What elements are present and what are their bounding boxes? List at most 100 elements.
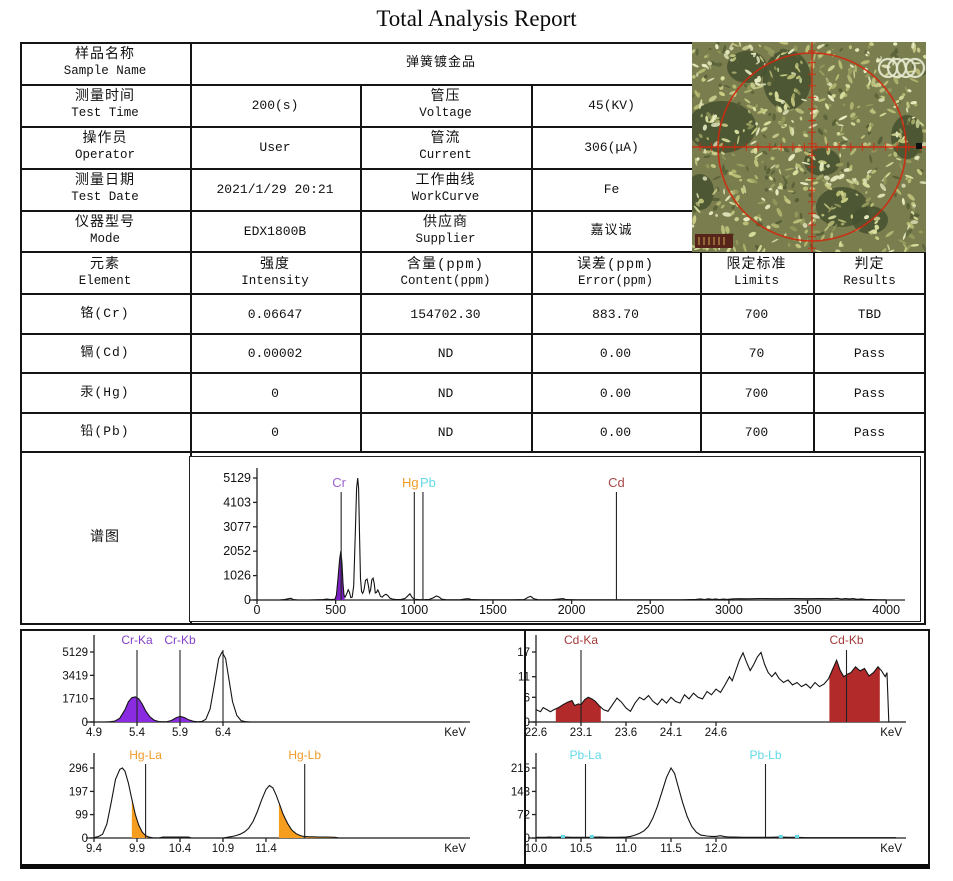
axis-unit-label: KeV: [444, 727, 466, 739]
svg-text:5.4: 5.4: [129, 727, 146, 739]
grid-line: [813, 252, 815, 452]
svg-text:3000: 3000: [715, 603, 743, 617]
spectrum-curve: [536, 766, 896, 839]
element-cell: 0: [271, 385, 279, 401]
element-header-error: 误差(ppm) Error(ppm): [576, 256, 654, 289]
svg-text:0: 0: [82, 833, 88, 845]
element-peak-charts: 4.9 5.4 5.9 6.4 0 1710 3419 5129 KeV Cr-Ka Cr-Kb 22…: [62, 631, 906, 864]
grid-line: [20, 210, 692, 212]
baseline-dot: [589, 835, 594, 838]
marker-label: Pb-La: [569, 748, 601, 762]
grid-line: [20, 412, 926, 414]
marker-label: Hg: [402, 475, 419, 490]
peak-fill: [555, 697, 601, 722]
marker-label: Cd-Ka: [564, 633, 598, 647]
peak-fill: [131, 799, 148, 838]
svg-text:9.9: 9.9: [129, 843, 145, 855]
element-header-limits: 限定标准 Limits: [726, 256, 787, 289]
svg-text:23.1: 23.1: [570, 727, 592, 739]
marker-label: Cd: [608, 475, 625, 490]
marker-label: Cr-Kb: [164, 633, 196, 647]
spectrum-curve: [257, 477, 887, 601]
grid-line: [20, 251, 926, 253]
svg-text:11.0: 11.0: [615, 843, 637, 855]
marker-label: Cr-Ka: [121, 633, 153, 647]
element-header-element: 元素 Element: [78, 256, 132, 289]
element-cell: ND: [437, 424, 454, 440]
spectrum-section-label: 谱图: [90, 529, 120, 546]
spectrum-curve: [93, 767, 464, 839]
svg-text:5.9: 5.9: [172, 727, 188, 739]
peak-fill: [98, 696, 201, 722]
svg-text:2052: 2052: [223, 544, 251, 558]
marker-label: Hg-La: [129, 748, 162, 762]
svg-text:0: 0: [524, 717, 530, 729]
svg-text:0: 0: [82, 717, 88, 729]
element-header-intensity: 强度 Intensity: [241, 256, 309, 289]
svg-text:4.9: 4.9: [86, 727, 102, 739]
grid-line: [20, 126, 692, 128]
peak-fill: [278, 802, 303, 838]
svg-text:10.0: 10.0: [525, 843, 547, 855]
info-value-mode: EDX1800B: [243, 223, 307, 239]
info-label-test-time: 测量时间 Test Time: [71, 88, 139, 121]
info-label-test-date: 测量日期 Test Date: [71, 172, 139, 205]
grid-line: [190, 42, 192, 625]
svg-text:0: 0: [524, 833, 530, 845]
element-cell: Pass: [853, 385, 886, 401]
baseline-dot: [561, 835, 565, 838]
element-header-content: 含量(ppm) Content(ppm): [400, 256, 491, 289]
grid-line: [20, 168, 692, 170]
info-value-operator: User: [259, 139, 291, 155]
svg-text:1500: 1500: [479, 603, 507, 617]
svg-text:5129: 5129: [62, 647, 88, 659]
element-header-results: 判定 Results: [843, 256, 896, 289]
info-value-workcurve: Fe: [603, 181, 620, 197]
element-cell: 0.06647: [247, 306, 303, 322]
svg-text:3419: 3419: [62, 670, 88, 682]
element-cell: TBD: [857, 306, 882, 322]
spring-coil: [904, 57, 926, 79]
svg-text:215: 215: [511, 763, 530, 775]
info-value-test-time: 200(s): [251, 97, 299, 113]
grid-line: [531, 84, 533, 452]
svg-text:1026: 1026: [223, 569, 251, 583]
spring-coil: [895, 57, 917, 79]
svg-text:72: 72: [517, 810, 530, 822]
baseline-dot: [778, 835, 783, 838]
element-cell: 0.00002: [247, 346, 303, 361]
element-cell: 汞(Hg): [80, 384, 130, 400]
element-cell: 0.00: [599, 385, 632, 401]
marker-label: Hg-Lb: [288, 748, 321, 762]
peak-fill: [829, 660, 880, 722]
info-label-current: 管流 Current: [419, 130, 472, 163]
svg-text:500: 500: [325, 603, 346, 617]
chart-cd-peaks: 22.6 23.1 23.6 24.1 24.6 0 6 11 17 KeV Cd-Ka Cd-Kb: [517, 633, 906, 739]
chart-pb-peaks: 10.0 10.5 11.0 11.5 12.0 0 72 143 215 KeV Pb-La Pb-…: [511, 748, 906, 855]
marker-label: Cr: [332, 475, 346, 490]
svg-text:5129: 5129: [223, 471, 251, 485]
element-cell: 0: [271, 424, 279, 440]
svg-text:22.6: 22.6: [525, 727, 547, 739]
svg-text:9.4: 9.4: [86, 843, 103, 855]
element-cell: 铬(Cr): [80, 305, 130, 321]
sample-photo: [692, 42, 926, 252]
info-label-supplier: 供应商 Supplier: [415, 214, 476, 247]
element-cell: 154702.30: [410, 306, 481, 322]
chart-cr-peaks: 4.9 5.4 5.9 6.4 0 1710 3419 5129 KeV Cr-Ka Cr-Kb: [62, 633, 470, 739]
svg-text:24.6: 24.6: [705, 727, 727, 739]
svg-text:2500: 2500: [636, 603, 664, 617]
svg-text:2000: 2000: [558, 603, 586, 617]
element-cell: 0.00: [599, 346, 632, 361]
marker-label: Pb: [420, 475, 436, 490]
svg-text:10.5: 10.5: [570, 843, 592, 855]
marker-label: Pb-Lb: [749, 748, 781, 762]
element-cell: ND: [437, 385, 454, 401]
svg-text:3500: 3500: [794, 603, 822, 617]
grid-line: [20, 333, 926, 335]
grid-line: [20, 293, 926, 295]
grid-line: [360, 84, 362, 452]
spectrum-chart-box: [189, 456, 921, 622]
spectrum-chart: 0 500 1000 1500 2000 2500 3000 3500 4000 0 1026 205…: [223, 468, 905, 617]
spectrum-curve: [94, 650, 464, 723]
